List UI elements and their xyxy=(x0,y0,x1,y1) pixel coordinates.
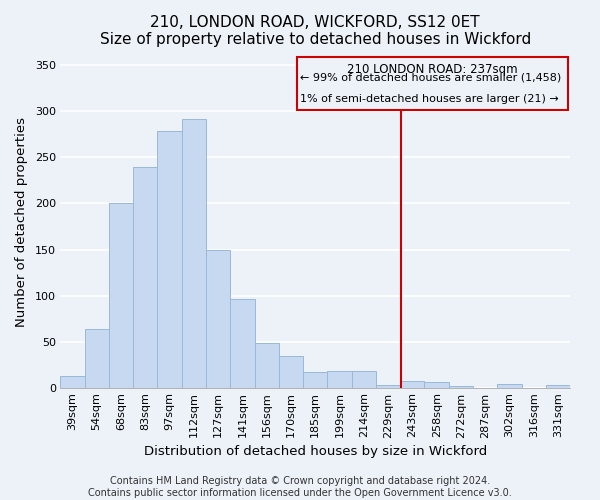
Bar xyxy=(328,370,352,388)
Bar xyxy=(546,384,570,388)
Text: 1% of semi-detached houses are larger (21) →: 1% of semi-detached houses are larger (2… xyxy=(300,94,559,104)
Bar xyxy=(182,120,206,388)
Title: 210, LONDON ROAD, WICKFORD, SS12 0ET
Size of property relative to detached house: 210, LONDON ROAD, WICKFORD, SS12 0ET Siz… xyxy=(100,15,531,48)
Bar xyxy=(303,372,328,388)
Y-axis label: Number of detached properties: Number of detached properties xyxy=(15,117,28,327)
Bar xyxy=(279,356,303,388)
Bar xyxy=(352,370,376,388)
Text: Contains HM Land Registry data © Crown copyright and database right 2024.
Contai: Contains HM Land Registry data © Crown c… xyxy=(88,476,512,498)
Text: ← 99% of detached houses are smaller (1,458): ← 99% of detached houses are smaller (1,… xyxy=(300,72,561,83)
X-axis label: Distribution of detached houses by size in Wickford: Distribution of detached houses by size … xyxy=(143,444,487,458)
Bar xyxy=(133,168,157,388)
Bar xyxy=(230,298,254,388)
Bar xyxy=(254,343,279,388)
Bar xyxy=(400,381,424,388)
Text: 210 LONDON ROAD: 237sqm: 210 LONDON ROAD: 237sqm xyxy=(347,63,518,76)
Bar xyxy=(497,384,521,388)
FancyBboxPatch shape xyxy=(298,57,568,110)
Bar xyxy=(109,204,133,388)
Bar xyxy=(60,376,85,388)
Bar xyxy=(206,250,230,388)
Bar xyxy=(376,384,400,388)
Bar xyxy=(449,386,473,388)
Bar xyxy=(85,329,109,388)
Bar xyxy=(157,132,182,388)
Bar xyxy=(424,382,449,388)
